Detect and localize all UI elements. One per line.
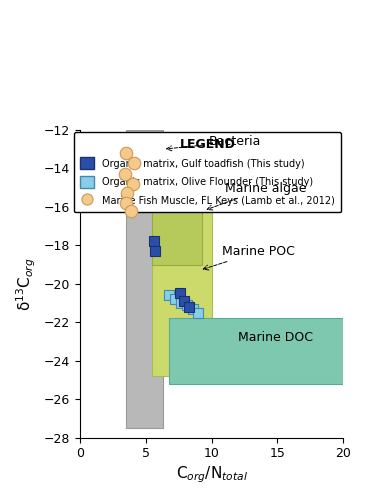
- Bar: [126, 130, 163, 428]
- Text: Marine POC: Marine POC: [203, 245, 295, 270]
- Bar: [169, 318, 343, 384]
- Text: Marine DOC: Marine DOC: [238, 331, 313, 344]
- Text: Bacteria: Bacteria: [167, 136, 261, 151]
- Text: Marine algae: Marine algae: [207, 182, 306, 210]
- Bar: [152, 207, 212, 376]
- Legend: Organic matrix, Gulf toadfish (This study), Organic matrix, Olive Flounder (This: Organic matrix, Gulf toadfish (This stud…: [74, 132, 341, 212]
- Y-axis label: δ$^{13}$C$_{org}$: δ$^{13}$C$_{org}$: [15, 257, 38, 310]
- X-axis label: C$_{org}$/N$_{total}$: C$_{org}$/N$_{total}$: [176, 464, 247, 485]
- Bar: [152, 207, 202, 264]
